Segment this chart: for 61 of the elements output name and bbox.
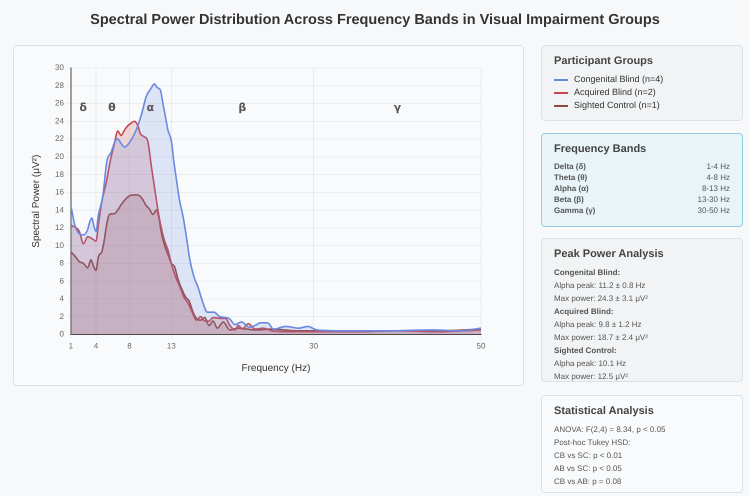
text: CB vs SC: p < 0.01 xyxy=(554,450,622,462)
x-tick-label: 13 xyxy=(166,341,176,350)
text: Frequency Bands xyxy=(554,143,648,155)
y-tick-label: 0 xyxy=(59,330,64,339)
y-tick-label: 26 xyxy=(54,98,64,108)
y-tick-label: 30 xyxy=(54,63,64,72)
y-tick-label: 20 xyxy=(54,152,64,162)
text: Alpha peak: 10.1 Hz xyxy=(554,358,626,370)
legend-title: Participant Groups xyxy=(554,55,654,67)
annotation: δ xyxy=(79,100,88,114)
text: Post-hoc Tukey HSD: xyxy=(554,437,630,449)
text: 8-13 Hz xyxy=(702,183,730,194)
text: Peak Power Analysis xyxy=(554,248,665,260)
category-label: Beta (β) xyxy=(554,194,584,205)
x-tick-label: 8 xyxy=(127,341,132,350)
y-tick-label: 4 xyxy=(59,294,64,304)
y-tick-label: 22 xyxy=(54,134,64,144)
chart-title: Spectral Power Distribution Across Frequency Bands in Visual Impairment Groups xyxy=(89,12,661,28)
y-axis-title: Spectral Power (μV²) xyxy=(30,154,42,248)
category-label: Theta (θ) xyxy=(554,172,588,183)
y-tick-label: 16 xyxy=(54,188,64,197)
annotation: γ xyxy=(394,100,402,114)
y-tick-label: 6 xyxy=(59,276,64,286)
text: 4-8 Hz xyxy=(706,172,730,183)
legend-label: Acquired Blind (n=2) xyxy=(574,86,656,99)
x-tick-label: 30 xyxy=(309,341,319,350)
text: Max power: 12.5 μV² xyxy=(554,371,628,383)
text: 1-4 Hz xyxy=(706,161,730,172)
x-axis-title: Frequency (Hz) xyxy=(241,362,310,374)
text: Statistical Analysis xyxy=(554,405,655,417)
y-tick-label: 14 xyxy=(54,205,64,214)
y-tick-label: 8 xyxy=(59,258,64,268)
y-tick-label: 2 xyxy=(59,312,64,321)
y-tick-label: 28 xyxy=(54,80,64,90)
text: AB vs SC: p < 0.05 xyxy=(554,463,622,475)
category-label: Gamma (γ) xyxy=(554,205,596,216)
y-tick-label: 18 xyxy=(54,170,64,179)
category-label: Alpha (α) xyxy=(554,183,589,194)
text: Alpha peak: 9.8 ± 1.2 Hz xyxy=(554,319,642,331)
text: Alpha peak: 11.2 ± 0.8 Hz xyxy=(554,280,646,292)
annotation: θ xyxy=(108,100,116,114)
y-tick-label: 24 xyxy=(54,116,64,126)
y-tick-label: 10 xyxy=(54,240,64,250)
x-tick-label: 50 xyxy=(476,341,486,350)
text: Sighted Control: xyxy=(554,345,617,357)
text: Max power: 24.3 ± 3.1 μV² xyxy=(554,293,648,305)
annotation: α xyxy=(146,100,155,114)
legend-label: Sighted Control (n=1) xyxy=(574,99,660,112)
legend-label: Congenital Blind (n=4) xyxy=(574,73,664,86)
annotation: β xyxy=(238,100,246,114)
text: Max power: 18.7 ± 2.4 μV² xyxy=(554,332,648,344)
text: 13-30 Hz xyxy=(698,194,730,205)
y-tick-label: 12 xyxy=(54,223,64,232)
text: CB vs AB: p = 0.08 xyxy=(554,476,622,488)
text: ANOVA: F(2,4) = 8.34, p < 0.05 xyxy=(554,424,666,436)
category-label: Delta (δ) xyxy=(554,161,586,172)
text: Congenital Blind: xyxy=(554,267,620,279)
text: 30-50 Hz xyxy=(698,205,730,216)
text: Acquired Blind: xyxy=(554,306,614,318)
x-tick-label: 4 xyxy=(94,341,99,350)
x-tick-label: 1 xyxy=(68,341,74,350)
